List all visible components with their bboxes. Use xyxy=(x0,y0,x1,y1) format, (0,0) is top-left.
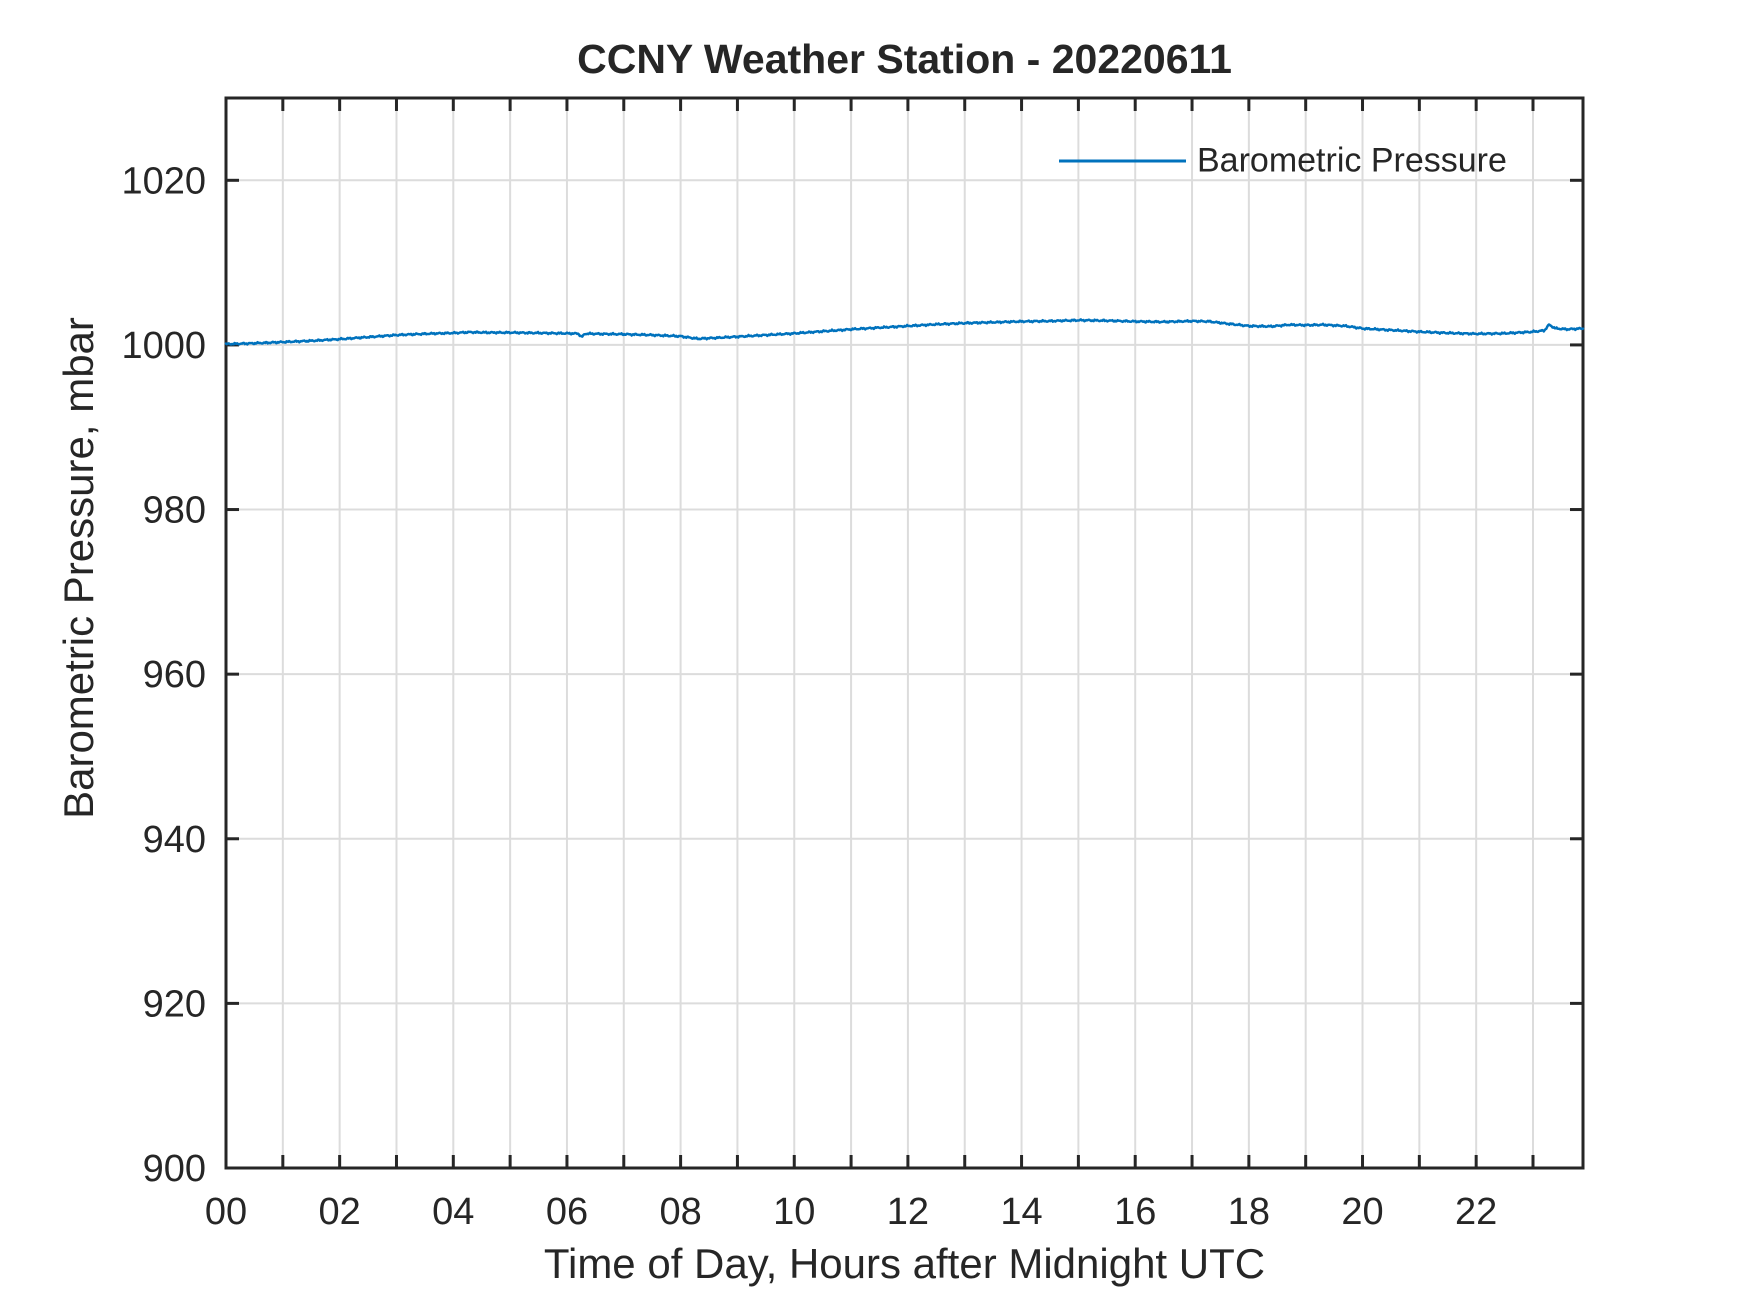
gridlines xyxy=(226,98,1583,1168)
chart-title: CCNY Weather Station - 20220611 xyxy=(577,36,1232,82)
svg-text:18: 18 xyxy=(1228,1191,1270,1233)
svg-text:16: 16 xyxy=(1114,1191,1156,1233)
svg-text:14: 14 xyxy=(1000,1191,1042,1233)
svg-text:1000: 1000 xyxy=(121,325,206,367)
tick-marks xyxy=(224,98,1583,1170)
svg-text:12: 12 xyxy=(887,1191,929,1233)
svg-text:960: 960 xyxy=(143,654,206,696)
svg-text:22: 22 xyxy=(1455,1191,1497,1233)
svg-text:900: 900 xyxy=(143,1148,206,1190)
svg-text:980: 980 xyxy=(143,490,206,532)
legend-line-sample xyxy=(1059,159,1186,163)
svg-text:1020: 1020 xyxy=(121,160,206,202)
svg-text:00: 00 xyxy=(205,1191,247,1233)
axes-box xyxy=(224,96,1585,1170)
legend-label: Barometric Pressure xyxy=(1197,141,1507,180)
x-axis-label: Time of Day, Hours after Midnight UTC xyxy=(543,1240,1266,1287)
data-line-barometric-pressure xyxy=(224,318,1585,346)
y-axis-label: Barometric Pressure, mbar xyxy=(55,317,102,819)
y-tick-labels: 900 920 940 960 980 1000 1020 xyxy=(121,160,206,1190)
svg-text:20: 20 xyxy=(1341,1191,1383,1233)
svg-text:920: 920 xyxy=(143,983,206,1025)
svg-text:10: 10 xyxy=(773,1191,815,1233)
svg-text:940: 940 xyxy=(143,819,206,861)
svg-text:02: 02 xyxy=(319,1191,361,1233)
svg-text:04: 04 xyxy=(432,1191,474,1233)
svg-text:06: 06 xyxy=(546,1191,588,1233)
legend: Barometric Pressure xyxy=(1059,142,1507,181)
svg-text:08: 08 xyxy=(659,1191,701,1233)
x-tick-labels: 00 02 04 06 08 10 12 14 16 18 20 22 xyxy=(205,1191,1497,1233)
